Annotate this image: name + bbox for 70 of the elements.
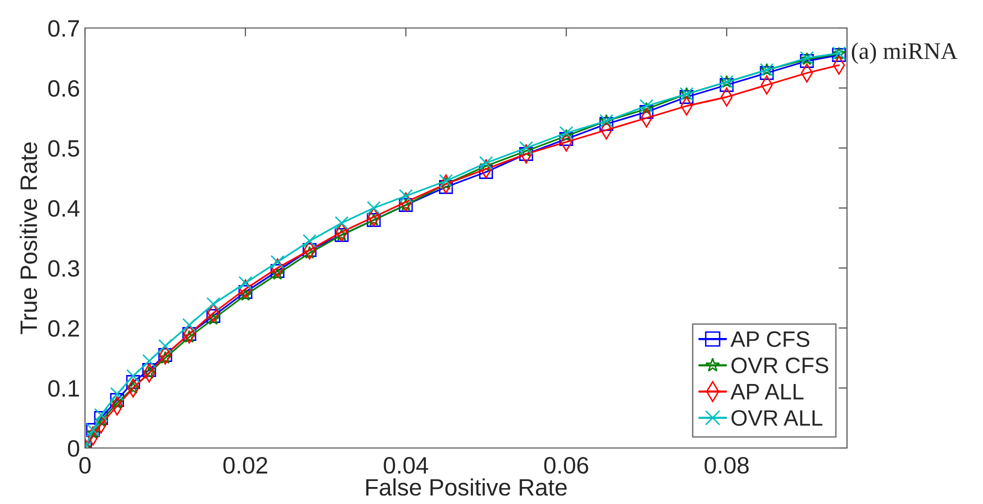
point bbox=[158, 348, 172, 362]
x-tick-label: 0.02 bbox=[223, 456, 268, 474]
point bbox=[800, 54, 814, 68]
point bbox=[206, 297, 220, 311]
point bbox=[398, 189, 413, 203]
point bbox=[126, 381, 140, 394]
point bbox=[302, 246, 316, 259]
point bbox=[238, 285, 252, 299]
point bbox=[206, 312, 220, 325]
point bbox=[560, 129, 573, 142]
legend-label: AP CFS bbox=[730, 331, 810, 348]
text: (a) miRNA bbox=[852, 42, 958, 64]
legend-label: OVR ALL bbox=[732, 410, 822, 426]
point bbox=[126, 369, 140, 383]
point bbox=[439, 177, 453, 190]
point bbox=[110, 387, 124, 401]
point bbox=[680, 90, 694, 104]
y-tick-label: 0.5 bbox=[48, 140, 80, 157]
x-tick-label: 0.06 bbox=[544, 456, 588, 474]
x-tick-label: 0.08 bbox=[704, 456, 749, 474]
legend-label: AP ALL bbox=[730, 384, 804, 400]
x-axis-title: False Positive Rate bbox=[366, 478, 567, 496]
point bbox=[270, 255, 284, 269]
point bbox=[640, 105, 654, 119]
y-tick-label: 0 bbox=[68, 440, 80, 457]
point bbox=[158, 351, 172, 364]
y-tick-label: 0.1 bbox=[48, 380, 79, 397]
y-tick-label: 0.4 bbox=[48, 200, 80, 217]
point bbox=[479, 165, 493, 179]
point bbox=[599, 117, 614, 131]
x-tick-label: 0 bbox=[79, 456, 91, 474]
point bbox=[110, 396, 124, 409]
point bbox=[110, 393, 124, 407]
point bbox=[439, 180, 453, 194]
point bbox=[439, 174, 453, 188]
point bbox=[94, 411, 108, 425]
point bbox=[94, 408, 108, 422]
point bbox=[126, 375, 140, 389]
point bbox=[238, 276, 252, 290]
point bbox=[182, 330, 196, 343]
point bbox=[142, 366, 156, 379]
point bbox=[334, 216, 349, 230]
point bbox=[519, 141, 534, 155]
point bbox=[142, 363, 156, 377]
point bbox=[760, 66, 774, 80]
x-tick-label: 0.04 bbox=[384, 456, 428, 474]
point bbox=[270, 264, 284, 278]
point bbox=[158, 339, 172, 353]
point bbox=[206, 309, 220, 323]
point bbox=[366, 201, 381, 215]
y-axis-title: True Positive Rate bbox=[20, 142, 38, 334]
y-tick-label: 0.7 bbox=[48, 20, 79, 37]
point bbox=[559, 132, 574, 146]
point bbox=[182, 327, 196, 341]
point bbox=[182, 318, 196, 332]
point bbox=[479, 156, 493, 170]
point bbox=[720, 78, 734, 92]
point bbox=[238, 288, 252, 301]
y-tick-label: 0.3 bbox=[48, 260, 80, 277]
point bbox=[640, 99, 654, 113]
point bbox=[142, 354, 156, 368]
point bbox=[302, 243, 317, 257]
point bbox=[640, 102, 654, 115]
point bbox=[270, 267, 284, 280]
point bbox=[302, 234, 317, 248]
legend-label: OVR CFS bbox=[732, 358, 828, 374]
point bbox=[559, 126, 574, 140]
y-tick-label: 0.6 bbox=[48, 80, 80, 97]
y-tick-label: 0.2 bbox=[48, 320, 79, 337]
point bbox=[519, 147, 534, 161]
